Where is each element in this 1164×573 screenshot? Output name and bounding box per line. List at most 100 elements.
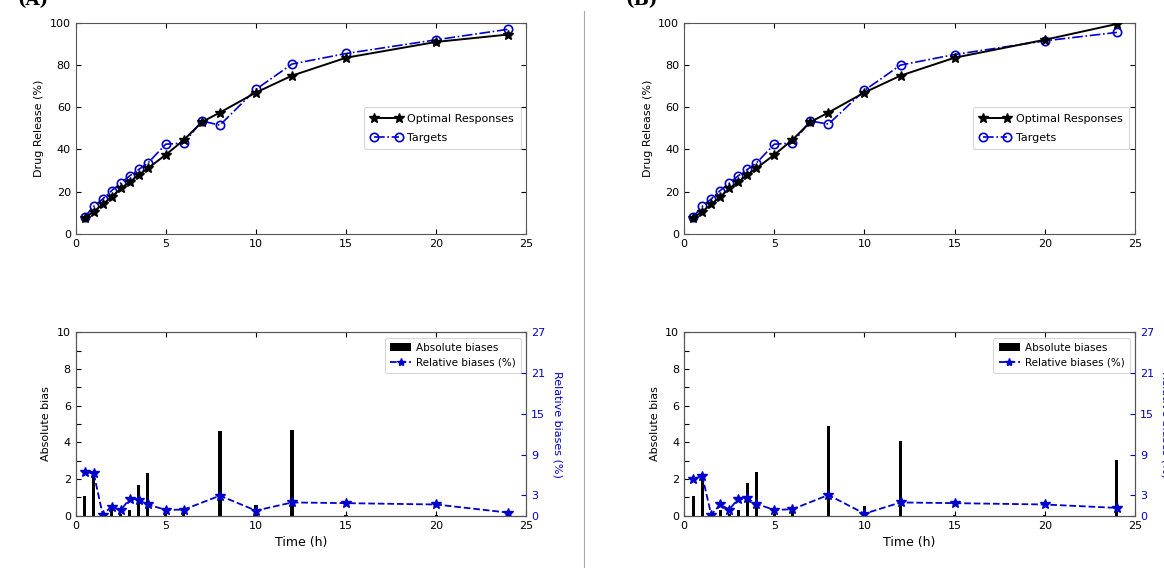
- Bar: [254, 505, 257, 516]
- Optimal Responses: [786, 136, 800, 143]
- Targets: [822, 121, 836, 128]
- Y-axis label: Drug Release (%): Drug Release (%): [643, 80, 653, 177]
- Targets: [194, 117, 208, 124]
- Targets: [158, 141, 172, 148]
- Legend: Absolute biases, Relative biases (%): Absolute biases, Relative biases (%): [385, 337, 521, 373]
- Bar: [164, 514, 168, 516]
- Targets: [894, 62, 908, 69]
- Optimal Responses: [740, 171, 754, 178]
- Optimal Responses: [803, 119, 817, 125]
- Bar: [790, 509, 794, 516]
- Targets: [731, 172, 745, 179]
- Targets: [95, 195, 109, 202]
- Bar: [754, 472, 758, 516]
- Optimal Responses: [947, 54, 961, 61]
- Optimal Responses: [722, 185, 736, 192]
- Bar: [1043, 515, 1046, 516]
- Bar: [147, 473, 149, 516]
- Bar: [434, 515, 438, 516]
- Targets: [704, 195, 718, 202]
- Optimal Responses: [105, 194, 119, 201]
- Optimal Responses: [86, 208, 100, 215]
- Targets: [1038, 37, 1052, 44]
- Optimal Responses: [714, 194, 728, 201]
- Optimal Responses: [502, 31, 516, 38]
- Optimal Responses: [132, 171, 146, 178]
- Line: Targets: Targets: [80, 25, 512, 221]
- Bar: [863, 505, 866, 516]
- Targets: [714, 187, 728, 194]
- Legend: Absolute biases, Relative biases (%): Absolute biases, Relative biases (%): [994, 337, 1130, 373]
- Targets: [430, 36, 443, 43]
- Optimal Responses: [1038, 36, 1052, 43]
- Bar: [826, 426, 830, 516]
- Optimal Responses: [695, 208, 709, 215]
- Optimal Responses: [158, 151, 172, 158]
- Legend: Optimal Responses, Targets: Optimal Responses, Targets: [364, 107, 520, 150]
- Targets: [141, 160, 155, 167]
- X-axis label: Time (h): Time (h): [275, 536, 327, 549]
- Targets: [105, 187, 119, 194]
- Optimal Responses: [704, 201, 718, 207]
- Targets: [132, 166, 146, 173]
- Bar: [718, 510, 722, 516]
- Y-axis label: Absolute bias: Absolute bias: [650, 387, 660, 461]
- Optimal Responses: [858, 89, 872, 96]
- Targets: [339, 50, 353, 57]
- Optimal Responses: [122, 179, 136, 186]
- Bar: [737, 510, 740, 516]
- Bar: [773, 514, 776, 516]
- Targets: [86, 203, 100, 210]
- Targets: [687, 214, 701, 221]
- Optimal Responses: [285, 72, 299, 79]
- Optimal Responses: [822, 109, 836, 116]
- Bar: [953, 515, 957, 516]
- Legend: Optimal Responses, Targets: Optimal Responses, Targets: [973, 107, 1129, 150]
- Optimal Responses: [95, 201, 109, 207]
- Bar: [290, 430, 293, 516]
- Bar: [728, 514, 731, 516]
- Optimal Responses: [767, 151, 781, 158]
- Bar: [219, 431, 221, 516]
- Targets: [722, 180, 736, 187]
- Y-axis label: Drug Release (%): Drug Release (%): [34, 80, 44, 177]
- Line: Optimal Responses: Optimal Responses: [688, 19, 1122, 223]
- Bar: [111, 510, 113, 516]
- Bar: [691, 496, 695, 516]
- Targets: [122, 172, 136, 179]
- Line: Optimal Responses: Optimal Responses: [80, 30, 513, 223]
- Targets: [750, 160, 764, 167]
- Targets: [213, 121, 227, 128]
- Y-axis label: Relative biases (%): Relative biases (%): [552, 371, 562, 477]
- Bar: [746, 482, 748, 516]
- Optimal Responses: [141, 165, 155, 172]
- Targets: [695, 203, 709, 210]
- Text: (A): (A): [17, 0, 48, 9]
- Optimal Responses: [114, 185, 128, 192]
- Targets: [249, 86, 263, 93]
- Targets: [114, 180, 128, 187]
- Bar: [83, 496, 86, 516]
- Y-axis label: Relative biases (%): Relative biases (%): [1161, 371, 1164, 477]
- Bar: [128, 510, 132, 516]
- Targets: [78, 214, 92, 221]
- Targets: [767, 141, 781, 148]
- Text: (B): (B): [625, 0, 658, 9]
- Optimal Responses: [687, 214, 701, 221]
- Optimal Responses: [430, 38, 443, 45]
- Optimal Responses: [213, 109, 227, 116]
- Optimal Responses: [894, 72, 908, 79]
- Bar: [701, 477, 704, 516]
- Targets: [740, 166, 754, 173]
- Y-axis label: Absolute bias: Absolute bias: [41, 387, 51, 461]
- Targets: [786, 140, 800, 147]
- Bar: [183, 510, 185, 516]
- Bar: [92, 477, 95, 516]
- Targets: [502, 26, 516, 33]
- Targets: [947, 51, 961, 58]
- Bar: [1115, 460, 1119, 516]
- Targets: [858, 87, 872, 94]
- Optimal Responses: [731, 179, 745, 186]
- Bar: [345, 515, 348, 516]
- Targets: [177, 140, 191, 147]
